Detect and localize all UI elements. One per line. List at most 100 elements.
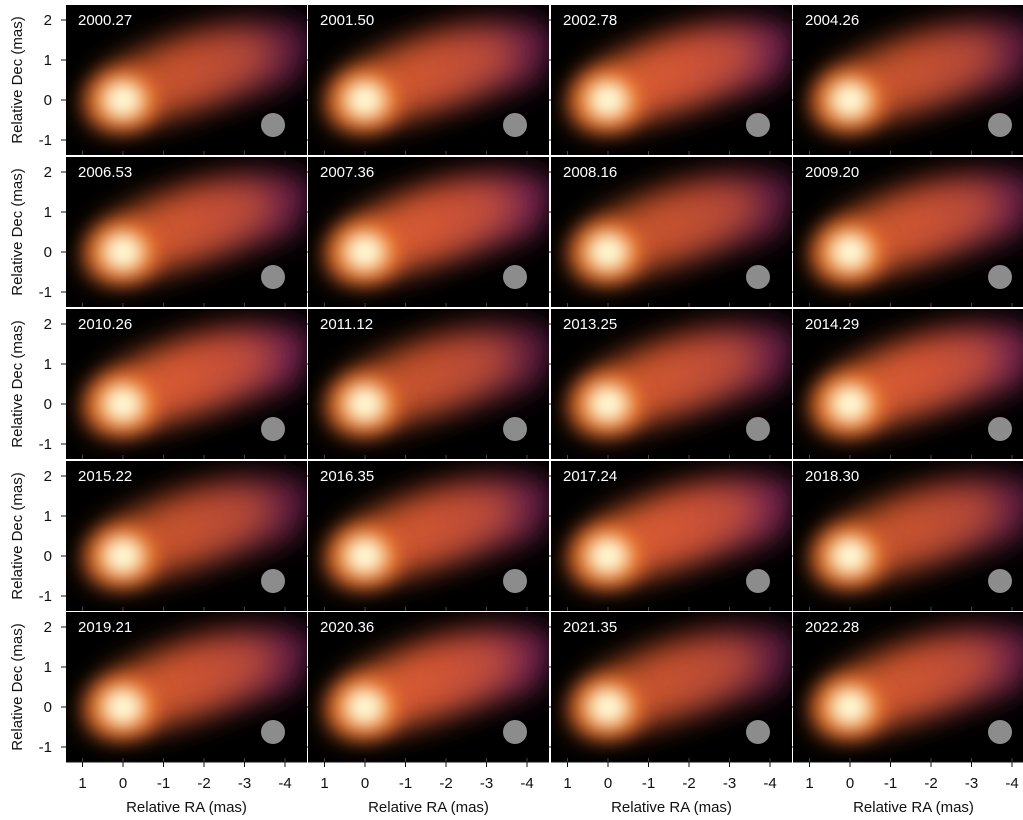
core-emission bbox=[564, 669, 652, 745]
beam-marker bbox=[746, 417, 770, 441]
core-emission bbox=[564, 518, 652, 594]
x-tick-label: 1 bbox=[78, 775, 86, 792]
core-emission bbox=[321, 366, 409, 442]
x-tick-label: 0 bbox=[119, 775, 127, 792]
image-panel: 2009.20 bbox=[793, 157, 1023, 307]
x-tick-label: -4 bbox=[763, 775, 776, 792]
x-axis-title: Relative RA (mas) bbox=[611, 799, 732, 816]
core-emission bbox=[321, 669, 409, 745]
image-panel: 2015.22 bbox=[66, 461, 310, 611]
x-tick-label: -2 bbox=[682, 775, 695, 792]
x-tick-label: -2 bbox=[439, 775, 452, 792]
y-axis-title: Relative Dec (mas) bbox=[9, 320, 26, 448]
core-emission bbox=[806, 669, 894, 745]
epoch-label: 2010.26 bbox=[78, 316, 132, 333]
core-emission bbox=[79, 518, 167, 594]
epoch-label: 2017.24 bbox=[563, 468, 617, 485]
y-axis-title: Relative Dec (mas) bbox=[9, 16, 26, 144]
x-tick-label: 1 bbox=[805, 775, 813, 792]
epoch-label: 2008.16 bbox=[563, 164, 617, 181]
x-tick-label: 0 bbox=[361, 775, 369, 792]
x-tick-label: 1 bbox=[320, 775, 328, 792]
epoch-label: 2001.50 bbox=[320, 12, 374, 29]
image-panel: 2017.24 bbox=[551, 461, 795, 611]
y-tick-label: 0 bbox=[44, 699, 52, 716]
beam-marker bbox=[988, 417, 1012, 441]
image-panel: 2007.36 bbox=[308, 157, 552, 307]
core-emission bbox=[806, 62, 894, 138]
image-panel: 2013.25 bbox=[551, 309, 795, 459]
beam-marker bbox=[503, 569, 527, 593]
y-axis-title: Relative Dec (mas) bbox=[9, 472, 26, 600]
beam-marker bbox=[746, 265, 770, 289]
y-tick-label: -1 bbox=[39, 284, 52, 301]
y-tick-label: 1 bbox=[44, 356, 52, 373]
beam-marker bbox=[261, 265, 285, 289]
x-tick-label: -1 bbox=[884, 775, 897, 792]
y-tick-label: -1 bbox=[39, 588, 52, 605]
y-tick-label: 0 bbox=[44, 396, 52, 413]
y-tick-label: 1 bbox=[44, 204, 52, 221]
image-panel: 2016.35 bbox=[308, 461, 552, 611]
x-tick-label: -3 bbox=[480, 775, 493, 792]
beam-marker bbox=[503, 417, 527, 441]
x-tick-label: -1 bbox=[642, 775, 655, 792]
beam-marker bbox=[261, 113, 285, 137]
y-tick-label: 2 bbox=[44, 12, 52, 29]
y-tick-label: 2 bbox=[44, 468, 52, 485]
core-emission bbox=[806, 366, 894, 442]
x-tick-label: -3 bbox=[723, 775, 736, 792]
x-tick-label: 1 bbox=[563, 775, 571, 792]
image-panel: 2021.35 bbox=[551, 612, 795, 762]
x-axis-title: Relative RA (mas) bbox=[126, 799, 247, 816]
beam-marker bbox=[261, 417, 285, 441]
core-emission bbox=[564, 214, 652, 290]
beam-marker bbox=[746, 569, 770, 593]
y-tick-label: 2 bbox=[44, 619, 52, 636]
y-axis-title: Relative Dec (mas) bbox=[9, 623, 26, 751]
image-panel: 2010.26 bbox=[66, 309, 310, 459]
epoch-label: 2021.35 bbox=[563, 619, 617, 636]
beam-marker bbox=[746, 720, 770, 744]
epoch-label: 2002.78 bbox=[563, 12, 617, 29]
image-panel: 2018.30 bbox=[793, 461, 1023, 611]
image-panel: 2019.21 bbox=[66, 612, 310, 762]
image-panel: 2006.53 bbox=[66, 157, 310, 307]
x-tick-label: -4 bbox=[1005, 775, 1018, 792]
x-tick-label: -4 bbox=[520, 775, 533, 792]
x-axis-title: Relative RA (mas) bbox=[368, 799, 489, 816]
epoch-label: 2018.30 bbox=[805, 468, 859, 485]
image-panel: 2004.26 bbox=[793, 5, 1023, 155]
image-panel: 2002.78 bbox=[551, 5, 795, 155]
core-emission bbox=[321, 62, 409, 138]
epoch-label: 2020.36 bbox=[320, 619, 374, 636]
x-tick-label: -1 bbox=[157, 775, 170, 792]
beam-marker bbox=[503, 265, 527, 289]
core-emission bbox=[564, 62, 652, 138]
y-tick-label: -1 bbox=[39, 132, 52, 149]
y-tick-label: 2 bbox=[44, 316, 52, 333]
beam-marker bbox=[261, 569, 285, 593]
image-panel: 2011.12 bbox=[308, 309, 552, 459]
y-tick-label: 0 bbox=[44, 92, 52, 109]
x-tick-label: -3 bbox=[238, 775, 251, 792]
core-emission bbox=[79, 669, 167, 745]
x-axis-title: Relative RA (mas) bbox=[853, 799, 974, 816]
core-emission bbox=[79, 366, 167, 442]
beam-marker bbox=[261, 720, 285, 744]
beam-marker bbox=[503, 720, 527, 744]
y-tick-label: 0 bbox=[44, 244, 52, 261]
image-panel: 2014.29 bbox=[793, 309, 1023, 459]
x-tick-label: 0 bbox=[846, 775, 854, 792]
beam-marker bbox=[988, 113, 1012, 137]
core-emission bbox=[321, 518, 409, 594]
epoch-label: 2000.27 bbox=[78, 12, 132, 29]
epoch-label: 2013.25 bbox=[563, 316, 617, 333]
y-axis-title: Relative Dec (mas) bbox=[9, 168, 26, 296]
core-emission bbox=[564, 366, 652, 442]
core-emission bbox=[806, 214, 894, 290]
x-tick-label: -2 bbox=[197, 775, 210, 792]
image-panel: 2000.27 bbox=[66, 5, 310, 155]
epoch-label: 2019.21 bbox=[78, 619, 132, 636]
